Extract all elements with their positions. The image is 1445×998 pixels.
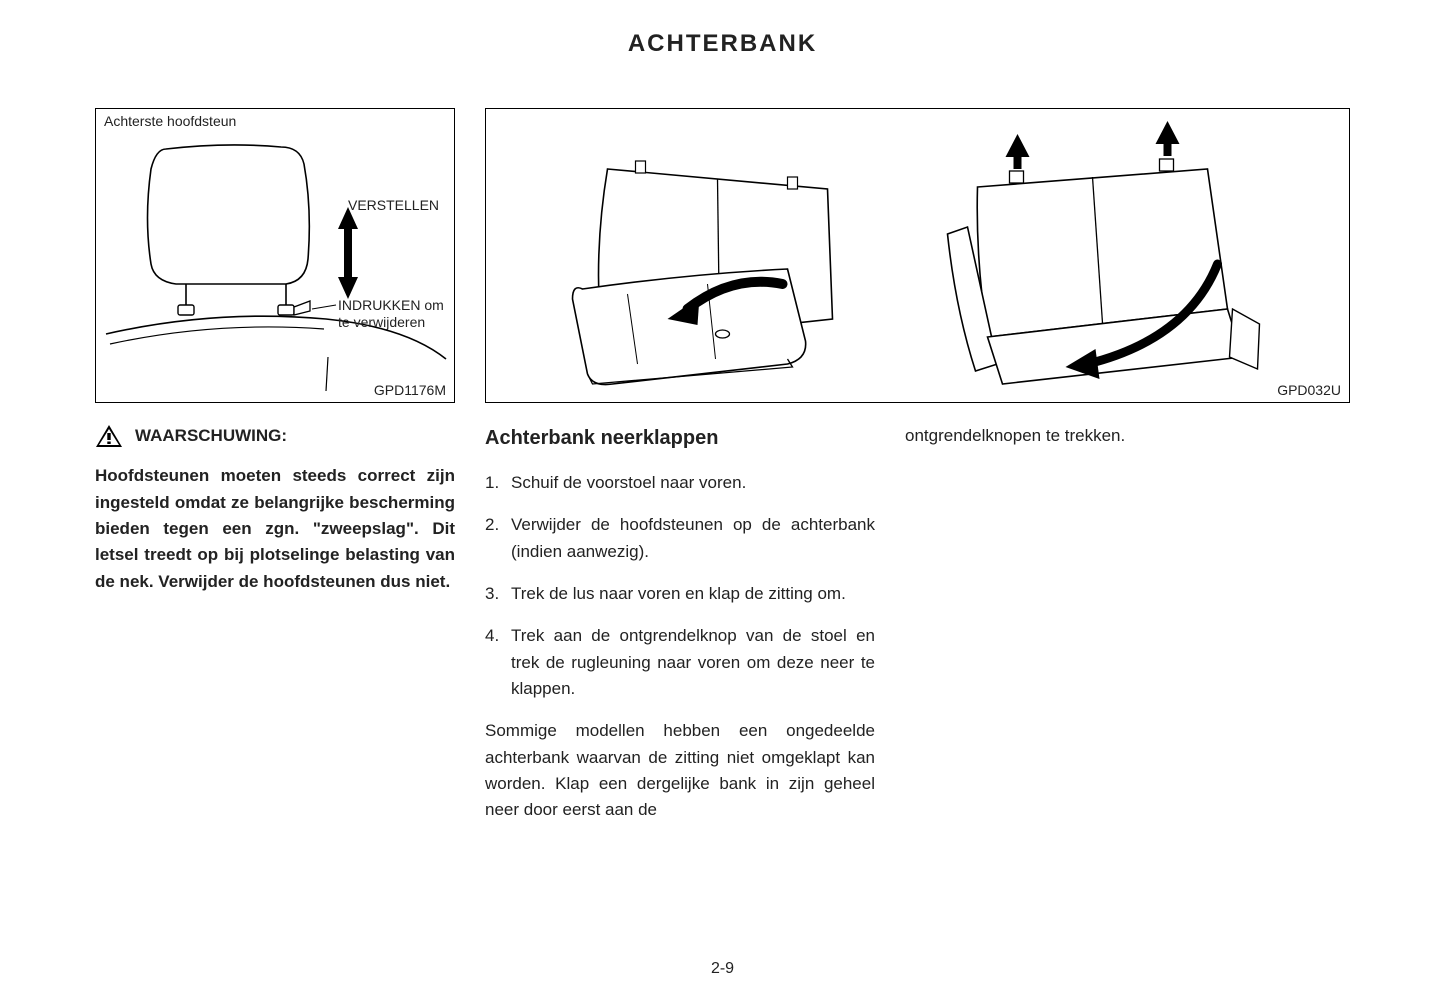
figure-seat-code: GPD032U	[1277, 382, 1341, 398]
seat-right-group	[948, 121, 1260, 384]
figure-seat-fold: GPD032U	[485, 108, 1350, 403]
figure-headrest-code: GPD1176M	[374, 382, 446, 398]
figures-row: Achterste hoofdsteun VERSTELLEN I	[95, 108, 1350, 403]
section-note: Sommige modellen hebben een ongedeelde a…	[485, 718, 875, 823]
step-text: Schuif de voorstoel naar voren.	[511, 470, 746, 496]
page-title: ACHTERBANK	[95, 30, 1350, 58]
up-arrow-left-icon	[1006, 134, 1030, 169]
step-text: Trek de lus naar voren en klap de zittin…	[511, 581, 846, 607]
text-columns: WAARSCHUWING: Hoofdsteunen moeten steeds…	[95, 423, 1350, 824]
page-number: 2-9	[0, 960, 1445, 978]
label-adjust: VERSTELLEN	[348, 197, 439, 214]
figure-headrest: Achterste hoofdsteun VERSTELLEN I	[95, 108, 455, 403]
warning-triangle-icon	[95, 424, 123, 448]
warning-text: Hoofdsteunen moeten steeds correct zijn …	[95, 463, 455, 595]
step-item: 3.Trek de lus naar voren en klap de zitt…	[485, 581, 875, 607]
column-steps: Achterbank neerklappen 1.Schuif de voors…	[485, 423, 875, 824]
step-text: Trek aan de ontgrendelknop van de stoel …	[511, 623, 875, 702]
adjust-arrow-icon	[338, 207, 358, 299]
steps-list: 1.Schuif de voorstoel naar voren. 2.Verw…	[485, 470, 875, 702]
column-continuation: ontgrendelknopen te trekken.	[905, 423, 1350, 824]
step-text: Verwijder de hoofdsteunen op de achterba…	[511, 512, 875, 565]
figure-headrest-caption: Achterste hoofdsteun	[104, 113, 236, 129]
column-warning: WAARSCHUWING: Hoofdsteunen moeten steeds…	[95, 423, 455, 824]
step-item: 4.Trek aan de ontgrendelknop van de stoe…	[485, 623, 875, 702]
seat-left-group	[573, 161, 833, 385]
step-item: 1.Schuif de voorstoel naar voren.	[485, 470, 875, 496]
seat-fold-illustration	[486, 109, 1349, 404]
warning-header: WAARSCHUWING:	[95, 423, 455, 449]
section-heading: Achterbank neerklappen	[485, 423, 875, 454]
continuation-text: ontgrendelknopen te trekken.	[905, 423, 1350, 449]
label-press: INDRUKKEN om te verwijderen	[338, 297, 448, 331]
warning-heading: WAARSCHUWING:	[135, 423, 287, 449]
up-arrow-right-icon	[1156, 121, 1180, 156]
step-item: 2.Verwijder de hoofdsteunen op de achter…	[485, 512, 875, 565]
headrest-illustration	[96, 109, 456, 404]
